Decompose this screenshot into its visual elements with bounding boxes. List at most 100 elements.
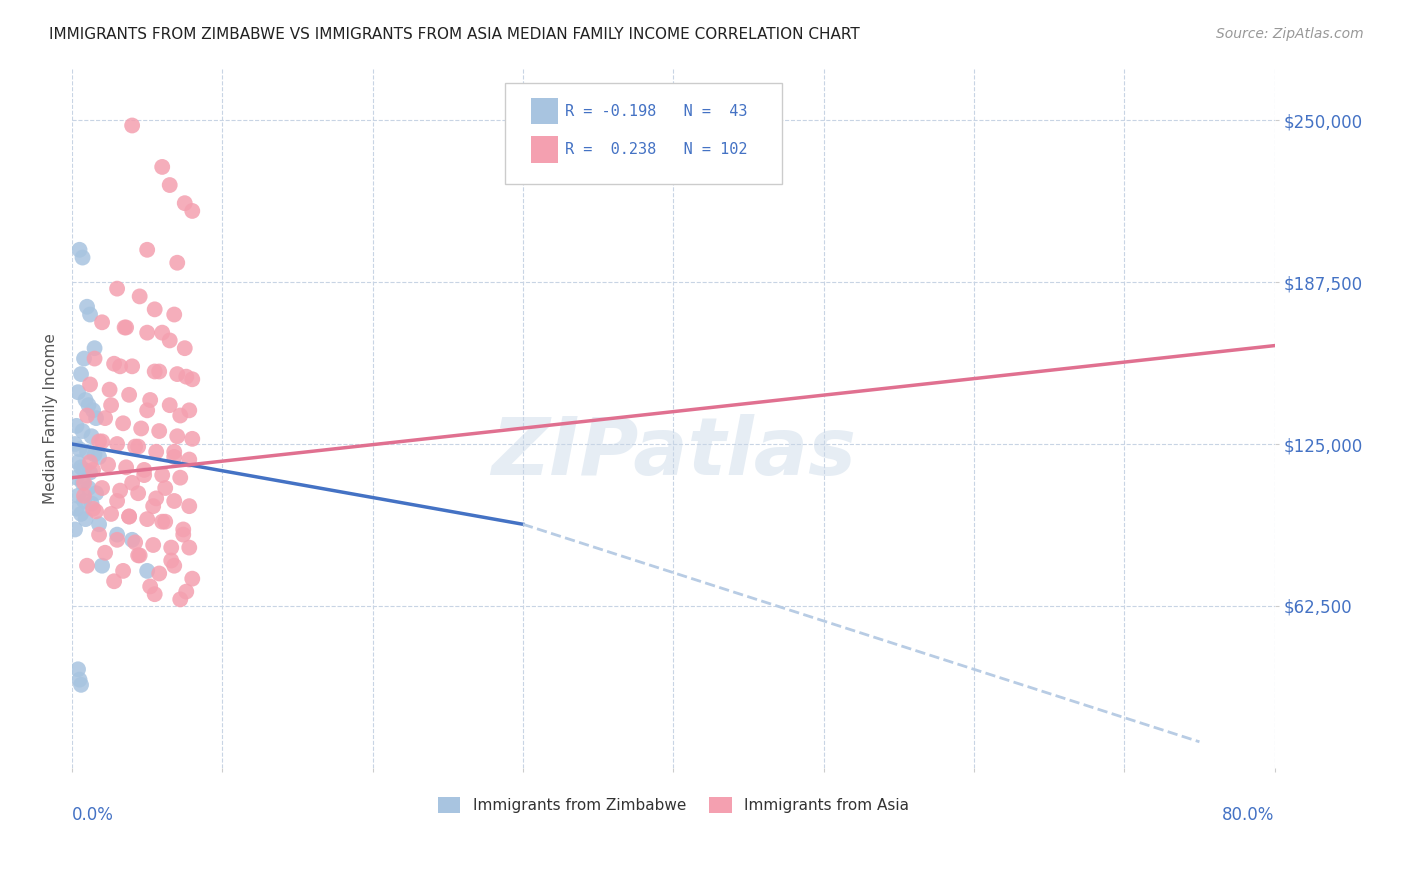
- Point: [121, 475, 143, 490]
- Point: [142, 538, 165, 552]
- Point: [179, 452, 201, 467]
- Point: [155, 515, 177, 529]
- Bar: [531, 98, 558, 125]
- Point: [76, 558, 98, 573]
- Point: [118, 509, 141, 524]
- Point: [91, 481, 114, 495]
- Point: [79, 308, 101, 322]
- Point: [128, 549, 150, 563]
- Point: [173, 196, 195, 211]
- Point: [98, 383, 121, 397]
- Point: [159, 398, 181, 412]
- Point: [148, 424, 170, 438]
- Text: R = -0.198   N =  43: R = -0.198 N = 43: [565, 103, 748, 119]
- Point: [80, 429, 103, 443]
- Point: [118, 388, 141, 402]
- Point: [108, 483, 131, 498]
- Point: [105, 437, 128, 451]
- Point: [148, 364, 170, 378]
- Point: [148, 566, 170, 581]
- Point: [63, 523, 86, 537]
- Point: [66, 662, 89, 676]
- Point: [166, 256, 188, 270]
- Point: [124, 440, 146, 454]
- Point: [73, 489, 96, 503]
- Point: [73, 351, 96, 366]
- Point: [77, 398, 100, 412]
- Point: [172, 527, 194, 541]
- Point: [169, 471, 191, 485]
- Point: [136, 403, 159, 417]
- Point: [127, 440, 149, 454]
- Point: [97, 458, 120, 472]
- Point: [66, 455, 89, 469]
- Point: [87, 517, 110, 532]
- Point: [105, 282, 128, 296]
- Point: [169, 592, 191, 607]
- Legend: Immigrants from Zimbabwe, Immigrants from Asia: Immigrants from Zimbabwe, Immigrants fro…: [432, 791, 915, 820]
- Point: [69, 442, 91, 457]
- Point: [72, 251, 94, 265]
- Point: [181, 432, 204, 446]
- Bar: [531, 136, 558, 163]
- Point: [91, 434, 114, 449]
- Point: [100, 507, 122, 521]
- Point: [128, 289, 150, 303]
- Point: [136, 512, 159, 526]
- Point: [76, 444, 98, 458]
- Point: [72, 475, 94, 490]
- Point: [63, 437, 86, 451]
- Point: [100, 398, 122, 412]
- Point: [105, 494, 128, 508]
- Point: [179, 499, 201, 513]
- Point: [82, 403, 104, 417]
- Point: [66, 385, 89, 400]
- Point: [69, 673, 91, 687]
- Point: [70, 460, 93, 475]
- Text: IMMIGRANTS FROM ZIMBABWE VS IMMIGRANTS FROM ASIA MEDIAN FAMILY INCOME CORRELATIO: IMMIGRANTS FROM ZIMBABWE VS IMMIGRANTS F…: [49, 27, 860, 42]
- Point: [160, 541, 183, 555]
- Point: [105, 533, 128, 547]
- Point: [181, 203, 204, 218]
- Point: [150, 515, 173, 529]
- Point: [179, 541, 201, 555]
- Point: [172, 523, 194, 537]
- Point: [103, 357, 125, 371]
- Point: [69, 243, 91, 257]
- Point: [84, 411, 107, 425]
- Point: [139, 392, 162, 407]
- Point: [124, 535, 146, 549]
- Point: [174, 584, 197, 599]
- Point: [83, 341, 105, 355]
- Point: [82, 501, 104, 516]
- Point: [77, 481, 100, 495]
- Point: [65, 501, 87, 516]
- Point: [181, 372, 204, 386]
- Point: [115, 460, 138, 475]
- Point: [136, 326, 159, 340]
- Point: [76, 300, 98, 314]
- Point: [174, 369, 197, 384]
- Point: [163, 494, 186, 508]
- Point: [181, 572, 204, 586]
- Point: [179, 403, 201, 417]
- Point: [65, 418, 87, 433]
- Point: [76, 409, 98, 423]
- Point: [150, 326, 173, 340]
- Point: [108, 359, 131, 374]
- Point: [127, 549, 149, 563]
- Point: [145, 444, 167, 458]
- Point: [150, 160, 173, 174]
- Point: [163, 308, 186, 322]
- Point: [127, 486, 149, 500]
- Point: [143, 302, 166, 317]
- Point: [160, 553, 183, 567]
- Point: [142, 499, 165, 513]
- Point: [94, 546, 117, 560]
- FancyBboxPatch shape: [505, 82, 782, 184]
- Point: [105, 527, 128, 541]
- Point: [121, 119, 143, 133]
- Point: [79, 466, 101, 480]
- Point: [70, 367, 93, 381]
- Text: R =  0.238   N = 102: R = 0.238 N = 102: [565, 142, 748, 157]
